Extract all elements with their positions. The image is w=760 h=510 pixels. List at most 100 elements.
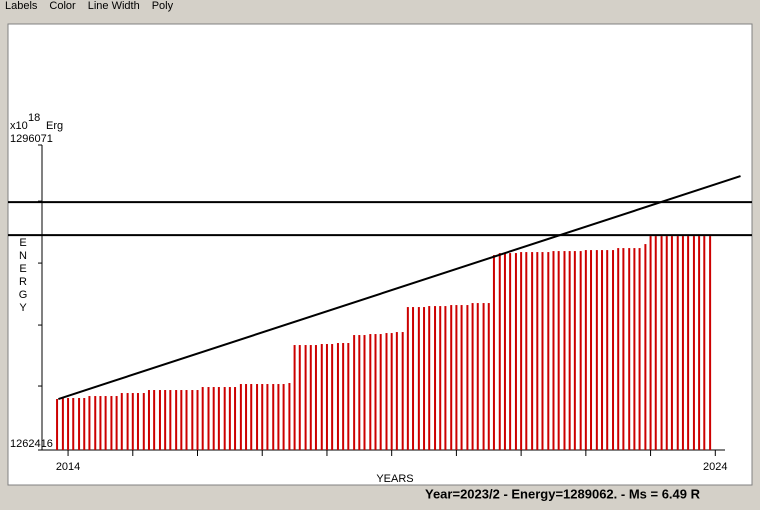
bar <box>450 305 453 450</box>
trend-line <box>58 175 741 400</box>
bar <box>601 250 604 450</box>
bar <box>245 384 248 450</box>
bar <box>698 236 701 450</box>
menu-item[interactable]: Poly <box>151 0 174 12</box>
bar <box>309 345 312 450</box>
bar <box>573 251 576 450</box>
bar <box>147 390 150 450</box>
bar <box>395 332 398 450</box>
bar <box>153 390 156 450</box>
bar <box>347 343 350 450</box>
bar <box>676 236 679 450</box>
bar <box>379 334 382 450</box>
bar <box>120 393 123 450</box>
bar <box>88 396 91 450</box>
bar <box>72 398 75 450</box>
bar <box>531 252 534 450</box>
bar <box>223 387 226 450</box>
bar <box>687 236 690 450</box>
bar <box>541 252 544 450</box>
bar <box>131 393 134 450</box>
bar <box>314 345 317 450</box>
menu-item[interactable]: Color <box>49 0 76 12</box>
bar <box>563 251 566 450</box>
bar <box>536 252 539 450</box>
bar <box>142 393 145 450</box>
bar <box>703 236 706 450</box>
status-text: Year=2023/2 - Energy=1289062. - Ms = 6.4… <box>425 486 701 501</box>
bar <box>175 390 178 450</box>
bar <box>304 345 307 450</box>
bar <box>353 335 356 450</box>
bar <box>547 252 550 450</box>
bar <box>298 345 301 450</box>
bar <box>67 398 70 450</box>
bar <box>282 384 285 450</box>
bar <box>325 344 328 450</box>
bar <box>487 303 490 450</box>
y-unit-exponent: 18 <box>28 112 40 124</box>
bar <box>606 250 609 450</box>
bar <box>266 384 269 450</box>
bar <box>115 396 118 450</box>
bar <box>217 387 220 450</box>
bar <box>390 333 393 450</box>
bar <box>633 248 636 450</box>
bar <box>520 252 523 450</box>
bar <box>250 384 253 450</box>
bar <box>498 253 501 450</box>
bar <box>584 250 587 450</box>
y-unit-prefix: x10 <box>10 120 28 132</box>
bar <box>277 384 280 450</box>
bar <box>239 384 242 450</box>
x-tick-label: 2024 <box>703 461 727 473</box>
bar <box>272 384 275 450</box>
bar <box>363 335 366 450</box>
bar <box>293 345 296 450</box>
bar <box>579 251 582 450</box>
bar <box>78 398 81 450</box>
bar <box>670 236 673 450</box>
bar <box>595 250 598 450</box>
bar <box>428 306 431 450</box>
bar <box>622 248 625 450</box>
menu-item[interactable]: Labels <box>5 0 38 12</box>
bar <box>514 253 517 450</box>
bar <box>434 306 437 450</box>
bar <box>401 332 404 450</box>
bar <box>638 248 641 450</box>
bar <box>99 396 102 450</box>
bar <box>709 236 712 450</box>
bar <box>83 398 86 450</box>
x-tick-label: 2014 <box>56 461 80 473</box>
bar <box>104 396 107 450</box>
bar <box>439 306 442 450</box>
bar <box>455 305 458 450</box>
bar <box>509 253 512 450</box>
bar <box>234 387 237 450</box>
bar <box>110 396 113 450</box>
bar <box>196 390 199 450</box>
bar <box>261 384 264 450</box>
bar <box>256 384 259 450</box>
bar <box>136 393 139 450</box>
menu-item[interactable]: Line Width <box>87 0 140 12</box>
bar <box>342 343 345 450</box>
bar <box>552 251 555 450</box>
bar <box>423 307 426 450</box>
bar <box>212 387 215 450</box>
bar <box>56 399 59 450</box>
bar <box>169 390 172 450</box>
bar <box>590 250 593 450</box>
bar <box>612 250 615 450</box>
bar <box>180 390 183 450</box>
bar <box>628 248 631 450</box>
bar <box>617 248 620 450</box>
bar <box>444 306 447 450</box>
bar <box>654 236 657 450</box>
bar <box>649 236 652 450</box>
bar <box>191 390 194 450</box>
bar <box>503 253 506 450</box>
